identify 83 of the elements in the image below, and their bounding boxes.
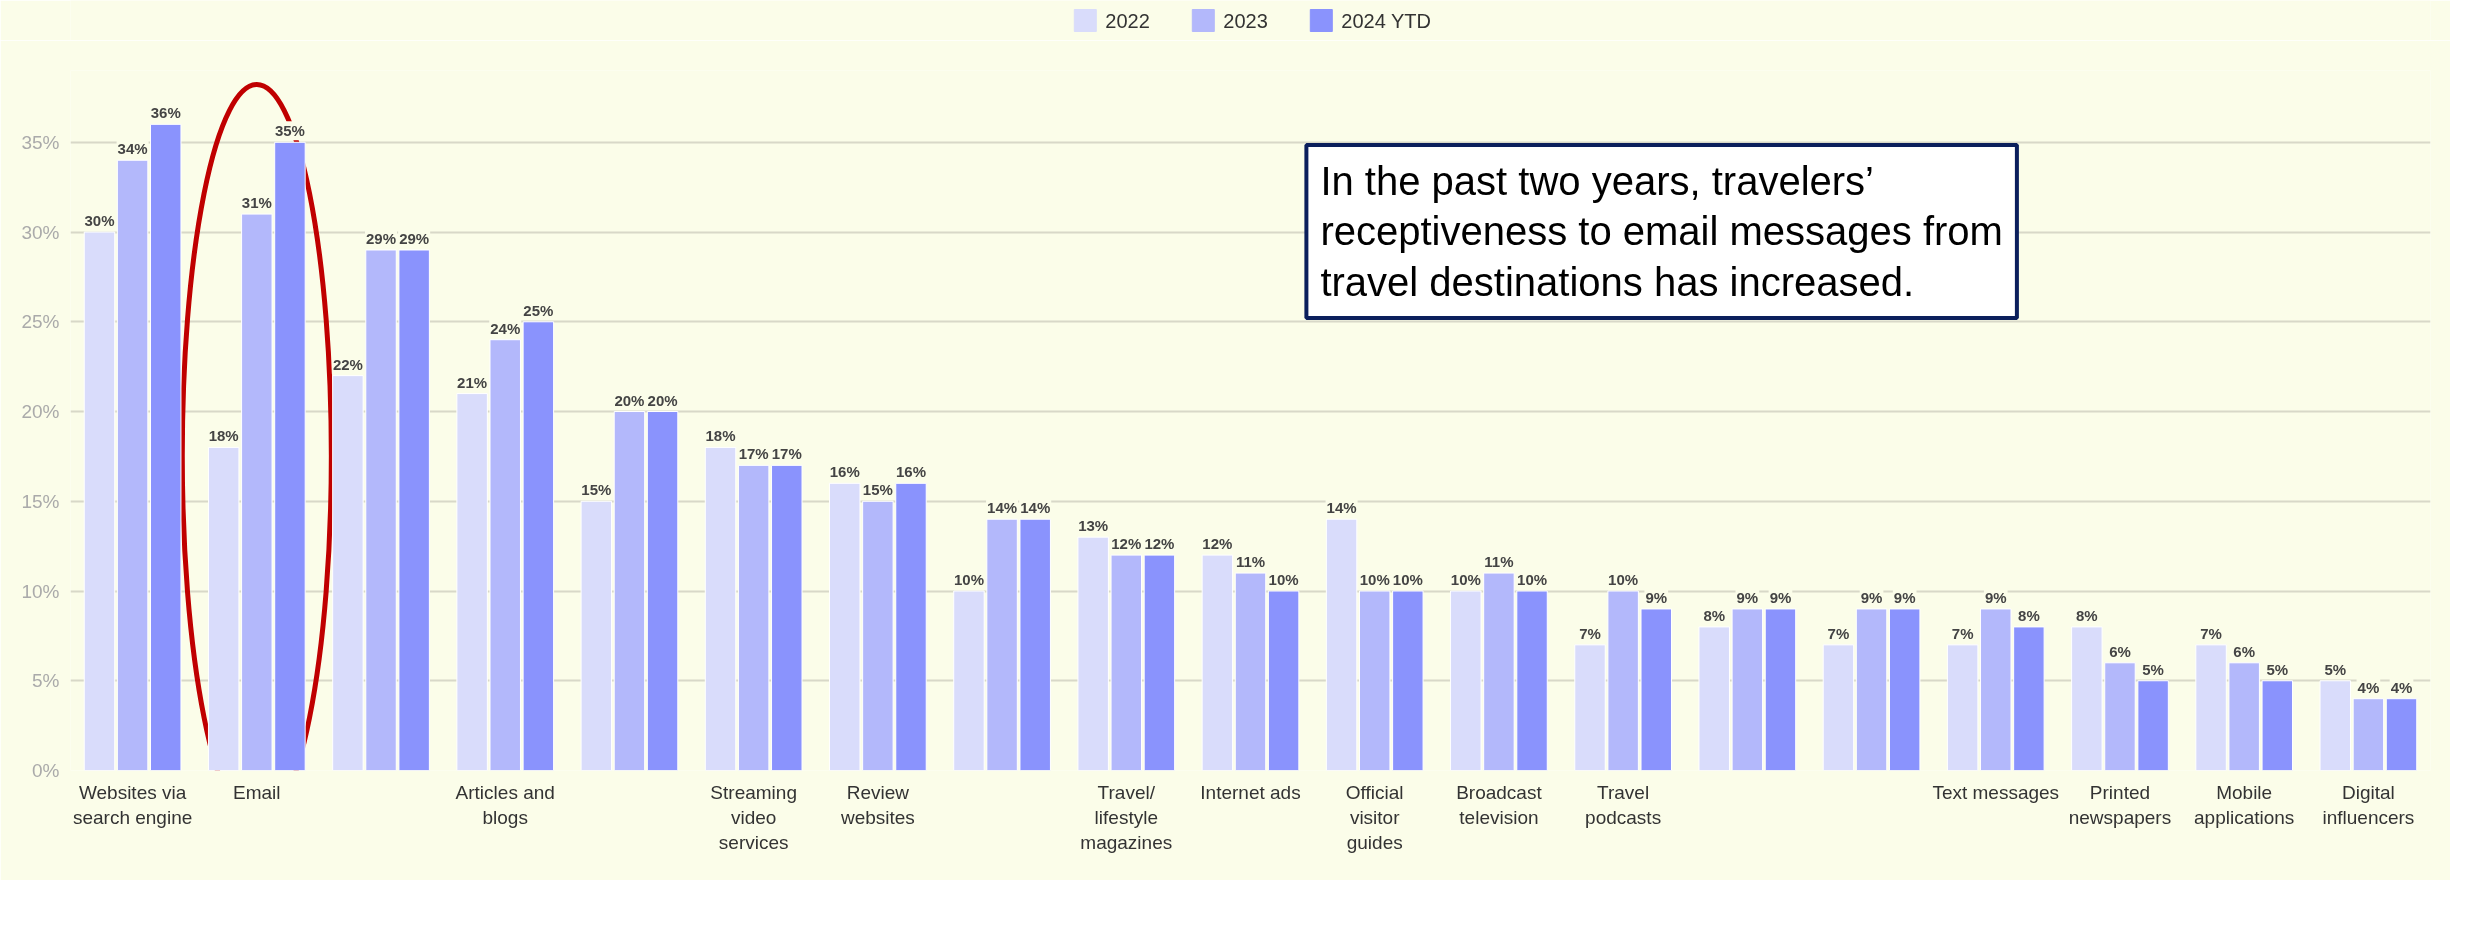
text: 9% [1860,588,1883,606]
text: 18% [705,427,736,445]
text: 17% [771,445,802,463]
x-tick-label: Printed newspapers [2068,781,2172,828]
legend-label: 2023 [1223,9,1268,32]
text: 6% [2109,642,2131,660]
text: 29% [366,229,397,247]
text: 34% [117,140,148,158]
text: 9% [1645,588,1668,606]
x-tick-label: Travel/ lifestyle magazines [1080,781,1173,853]
x-tick-label: Broadcast television [1456,781,1543,828]
y-tick-label: 5% [32,670,60,692]
text: 12% [1202,535,1233,553]
y-tick-label: 10% [21,580,60,602]
x-tick-label: Internet ads [1200,781,1301,803]
x-tick-label: Websites via search engine [72,781,193,828]
text: 18% [208,427,239,445]
annotation: In the past two years, travelers’ receptiveness to email messages from travel destinations has increased. [1320,158,2003,305]
text: 9% [1984,588,2007,606]
x-tick-label: Email [233,781,281,803]
y-tick-label: 20% [21,401,60,423]
x-tick-label: Official visitor guides [1345,781,1404,853]
text: 31% [241,194,272,212]
text: 14% [987,499,1018,517]
text: 8% [2076,606,2098,624]
x-tick-label: Digital influencers [2322,781,2415,828]
text: 10% [1517,571,1548,589]
text: 21% [457,373,488,391]
text: 10% [1608,571,1639,589]
text: 17% [738,445,769,463]
text: 20% [647,391,678,409]
text: 5% [2142,660,2164,678]
text: 29% [399,229,430,247]
x-tick-label: Streaming video services [710,781,797,853]
text: 16% [829,463,860,481]
text: 9% [1769,588,1792,606]
text: 30% [84,212,115,230]
legend-label: 2024 YTD [1341,9,1431,32]
text: 12% [1111,535,1142,553]
text: 16% [895,463,927,481]
x-tick-label: Travel podcasts [1585,781,1662,828]
text: 25% [523,301,554,319]
text: 11% [1235,553,1266,571]
text: 36% [150,104,181,122]
text: 6% [2233,642,2256,660]
x-tick-label: Review websites [839,781,915,828]
y-tick-label: 0% [32,760,60,781]
legend-label: 2022 [1105,9,1150,32]
text: 10% [1359,571,1390,589]
text: 10% [1450,571,1481,589]
y-tick-label: 30% [21,221,60,243]
text: 4% [2357,678,2380,696]
text: 8% [2018,606,2040,624]
text: 5% [2324,660,2347,678]
text: 11% [1484,553,1514,571]
text: 12% [1144,535,1175,553]
y-tick-label: 15% [21,490,60,512]
x-tick-label: Text messages [1932,781,2060,803]
y-tick-label: 35% [21,131,60,153]
text: 7% [1951,624,1974,642]
text: 20% [614,391,645,409]
text: 10% [1268,571,1299,589]
text: 10% [953,571,984,589]
text: 22% [332,355,363,373]
text: 14% [1020,499,1051,517]
text: 7% [2200,624,2222,642]
text: 9% [1893,588,1916,606]
text: 10% [1392,571,1423,589]
text: 5% [2266,660,2289,678]
text: 7% [1579,624,1601,642]
text: 13% [1078,517,1109,535]
y-tick-label: 25% [21,311,60,333]
text: 15% [862,481,893,499]
text: 9% [1736,588,1759,606]
text: 14% [1326,499,1357,517]
text: 15% [581,481,612,499]
text: 8% [1703,606,1726,624]
x-tick-label: Articles and blogs [455,781,555,828]
text: 4% [2390,678,2413,696]
text: 24% [490,319,521,337]
text: 35% [274,122,305,140]
text: 7% [1827,624,1850,642]
x-tick-label: Mobile applications [2194,781,2295,828]
